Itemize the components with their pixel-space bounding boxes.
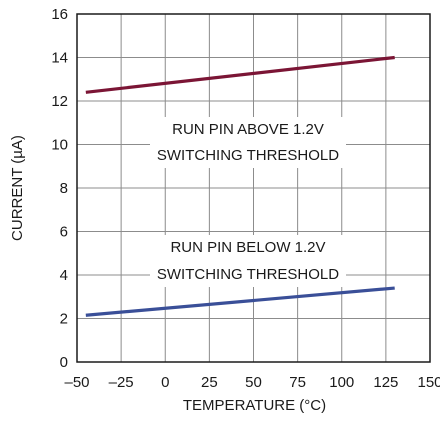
annotation-line: RUN PIN ABOVE 1.2V	[172, 121, 324, 138]
y-tick-label: 16	[51, 6, 68, 23]
x-tick-labels: –50 –25 0 25 50 75 100 125 150	[64, 374, 440, 391]
y-axis-label: CURRENT (µA)	[9, 135, 26, 241]
y-tick-label: 12	[51, 93, 68, 110]
y-tick-labels: 0 2 4 6 8 10 12 14 16	[51, 6, 68, 371]
annotation-line: RUN PIN BELOW 1.2V	[170, 239, 325, 256]
series-lines	[85, 55, 395, 317]
x-tick-label: 25	[201, 374, 218, 391]
x-tick-label: 150	[417, 374, 440, 391]
annotation-line: SWITCHING THRESHOLD	[157, 266, 339, 283]
y-tick-label: 2	[60, 311, 68, 328]
x-tick-label: 50	[245, 374, 262, 391]
y-tick-label: 6	[60, 224, 68, 241]
grid	[77, 14, 430, 362]
y-tick-label: 14	[51, 50, 68, 67]
annotation-boxes	[150, 117, 346, 287]
y-tick-label: 4	[60, 267, 68, 284]
x-axis-label: TEMPERATURE (°C)	[183, 397, 326, 414]
series-annotation-1: RUN PIN ABOVE 1.2V SWITCHING THRESHOLD	[157, 121, 339, 164]
x-tick-label: 0	[161, 374, 169, 391]
series-line-2	[85, 286, 395, 317]
annotation-background	[150, 117, 346, 168]
x-tick-label: 100	[329, 374, 354, 391]
annotation-background	[150, 235, 346, 287]
y-tick-label: 8	[60, 180, 68, 197]
x-tick-label: –50	[64, 374, 89, 391]
series-annotation-2: RUN PIN BELOW 1.2V SWITCHING THRESHOLD	[157, 239, 339, 283]
x-tick-label: 75	[289, 374, 306, 391]
series-line-1	[85, 55, 395, 94]
x-tick-label: –25	[109, 374, 134, 391]
annotations: RUN PIN ABOVE 1.2V SWITCHING THRESHOLDRUN…	[157, 121, 339, 283]
y-tick-label: 0	[60, 354, 68, 371]
x-tick-label: 125	[373, 374, 398, 391]
annotation-line: SWITCHING THRESHOLD	[157, 147, 339, 164]
plot-frame	[76, 13, 431, 363]
y-tick-label: 10	[51, 137, 68, 154]
